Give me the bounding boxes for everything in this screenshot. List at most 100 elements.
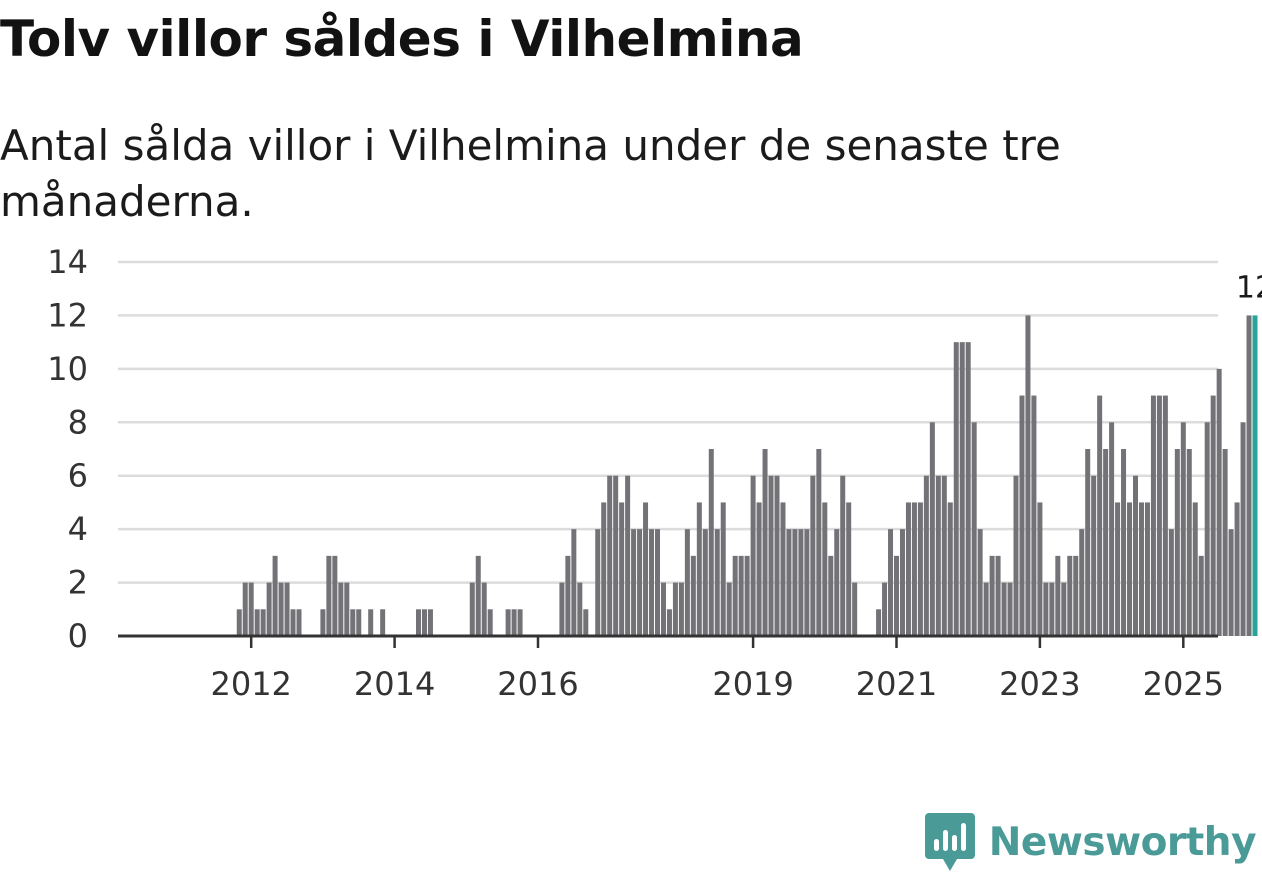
bar (1168, 529, 1174, 636)
bar (702, 529, 708, 636)
bar (1240, 422, 1246, 636)
bar (666, 609, 672, 636)
bar (511, 609, 517, 636)
bar (350, 609, 356, 636)
y-tick-label: 2 (68, 564, 88, 602)
bar (744, 555, 750, 636)
chart-title: Tolv villor såldes i Vilhelmina (0, 10, 804, 68)
bar (1079, 529, 1085, 636)
bar (296, 609, 302, 636)
bar (965, 342, 971, 636)
data-labels: 12 (1236, 270, 1262, 305)
y-tick-label: 10 (47, 350, 88, 388)
bar (888, 529, 894, 636)
bar (1085, 449, 1091, 636)
bar (822, 502, 828, 636)
bar (655, 529, 660, 636)
bar (720, 502, 726, 636)
bar (714, 529, 720, 636)
newsworthy-brand[interactable]: Newsworthy (924, 813, 1257, 871)
bar (1121, 449, 1127, 636)
bar (487, 609, 493, 636)
bar (1234, 502, 1240, 636)
bar (1150, 395, 1156, 636)
bar (983, 582, 989, 636)
chart-subtitle: Antal sålda villor i Vilhelmina under de… (0, 121, 1061, 226)
bar-highlight (1252, 315, 1258, 636)
bar (601, 502, 607, 636)
bar (828, 555, 834, 636)
y-tick-label: 6 (68, 457, 88, 495)
brand-name: Newsworthy (988, 819, 1257, 865)
bar (1055, 555, 1061, 636)
bar (559, 582, 565, 636)
bar (248, 582, 254, 636)
bar (798, 529, 804, 636)
bar (1156, 395, 1162, 636)
bar (876, 609, 882, 636)
bar (1186, 449, 1192, 636)
bar (1109, 422, 1115, 636)
bar (1097, 395, 1103, 636)
x-tick-label: 2016 (497, 665, 578, 703)
bar (1222, 449, 1228, 636)
bar (1103, 449, 1109, 636)
bar (1246, 315, 1252, 636)
x-tick-label: 2021 (856, 665, 937, 703)
bar (911, 502, 917, 636)
bar (1204, 422, 1210, 636)
bar (320, 609, 326, 636)
bar (923, 475, 929, 636)
x-tick-label: 2023 (999, 665, 1080, 703)
bar (882, 582, 888, 636)
bar (290, 609, 296, 636)
bar (732, 555, 738, 636)
bar (708, 449, 714, 636)
bar (637, 529, 643, 636)
bar (571, 529, 577, 636)
bar (505, 609, 511, 636)
x-tick-label: 2014 (354, 665, 435, 703)
x-tick-label: 2019 (712, 665, 793, 703)
bar (995, 555, 1001, 636)
bar (595, 529, 601, 636)
bar (565, 555, 571, 636)
bar (1133, 475, 1138, 636)
bar (1061, 582, 1067, 636)
bars (236, 315, 1258, 636)
bar (284, 582, 290, 636)
bar (1162, 395, 1168, 636)
x-tick-label: 2025 (1143, 665, 1224, 703)
bar (1180, 422, 1186, 636)
bar (613, 475, 619, 636)
bar (254, 609, 260, 636)
bar (1228, 529, 1234, 636)
bar (1210, 395, 1216, 636)
y-tick-label: 8 (68, 403, 88, 441)
bar (326, 555, 332, 636)
y-tick-label: 12 (47, 296, 88, 334)
bar (899, 529, 905, 636)
bar (810, 475, 816, 636)
bar (894, 555, 899, 636)
bar (1001, 582, 1007, 636)
bar (278, 582, 284, 636)
bar (684, 529, 690, 636)
bar (643, 502, 649, 636)
bar (696, 502, 702, 636)
bar (266, 582, 272, 636)
bar (481, 582, 487, 636)
bar (1013, 475, 1019, 636)
bar (660, 582, 666, 636)
bar (935, 475, 941, 636)
bar (607, 475, 613, 636)
bar (1007, 582, 1013, 636)
highlight-data-label: 12 (1236, 270, 1262, 305)
bar (762, 449, 768, 636)
bar (260, 609, 266, 636)
bar (1025, 315, 1031, 636)
bar (780, 502, 786, 636)
bar (1031, 395, 1037, 636)
bar (786, 529, 792, 636)
bar (272, 555, 278, 636)
